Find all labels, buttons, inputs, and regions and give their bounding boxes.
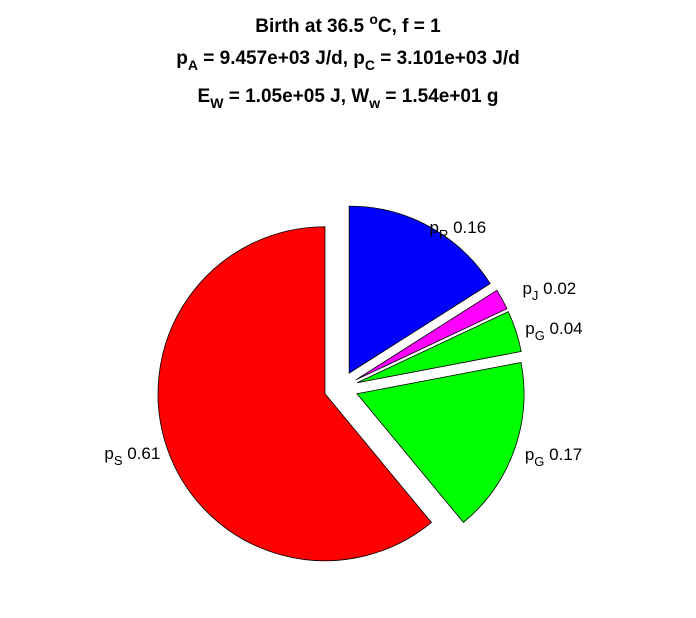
pie-label-symbol-2: p (525, 319, 534, 338)
title-pc-symbol: p (353, 48, 365, 69)
title-ew-subscript: W (210, 95, 224, 111)
chart-title-line-1: Birth at 36.5 oC, f = 1 (255, 11, 441, 37)
pie-label-4: pS 0.61 (104, 444, 160, 468)
pie-label-symbol-1: p (522, 279, 531, 298)
title-line-1-superscript: o (369, 11, 378, 27)
title-line-1-rest: C, f = 1 (378, 16, 441, 37)
pie-label-value-0: 0.16 (448, 218, 486, 237)
pie-label-symbol-0: p (429, 218, 438, 237)
pie-slice-ps-4 (157, 226, 433, 562)
pie-label-subscript-3: G (534, 454, 544, 469)
pie-label-symbol-4: p (104, 444, 113, 463)
title-pc-subscript: C (365, 57, 375, 73)
pie-slice-pg-3 (356, 361, 525, 523)
pie-slice-pj-1 (355, 289, 508, 381)
pie-slice-pr-0 (348, 205, 491, 374)
pie-label-3: pG 0.17 (525, 445, 582, 469)
title-ew-value: = 1.05e+05 J, (223, 86, 351, 107)
pie-label-subscript-1: J (532, 288, 539, 303)
pie-label-value-4: 0.61 (122, 444, 160, 463)
title-line-1-text: Birth at 36.5 (255, 16, 369, 37)
pie-label-value-2: 0.04 (545, 319, 583, 338)
pie-label-value-1: 0.02 (538, 279, 576, 298)
title-pa-subscript: A (188, 57, 198, 73)
pie-label-subscript-0: R (439, 227, 448, 242)
title-pc-value: = 3.101e+03 J/d (375, 48, 520, 69)
title-pa-symbol: p (176, 48, 188, 69)
pie-label-2: pG 0.04 (525, 319, 582, 343)
pie-label-1: pJ 0.02 (522, 279, 576, 303)
pie-label-value-3: 0.17 (544, 445, 582, 464)
title-pa-value: = 9.457e+03 J/d, (198, 48, 353, 69)
pie-slices (157, 205, 525, 562)
pie-label-0: pR 0.16 (429, 218, 486, 242)
pie-label-symbol-3: p (525, 445, 534, 464)
pie-label-subscript-4: S (114, 453, 123, 468)
chart-title-line-2: pA = 9.457e+03 J/d, pC = 3.101e+03 J/d (176, 48, 520, 73)
pie-label-subscript-2: G (535, 328, 545, 343)
title-ww-symbol: W (351, 86, 369, 107)
title-ww-value: = 1.54e+01 g (380, 86, 498, 107)
chart-title-line-3: EW = 1.05e+05 J, Ww = 1.54e+01 g (198, 86, 499, 111)
pie-slice-pg-2 (356, 311, 522, 384)
title-ew-symbol: E (198, 86, 211, 107)
title-ww-subscript: w (368, 95, 380, 111)
